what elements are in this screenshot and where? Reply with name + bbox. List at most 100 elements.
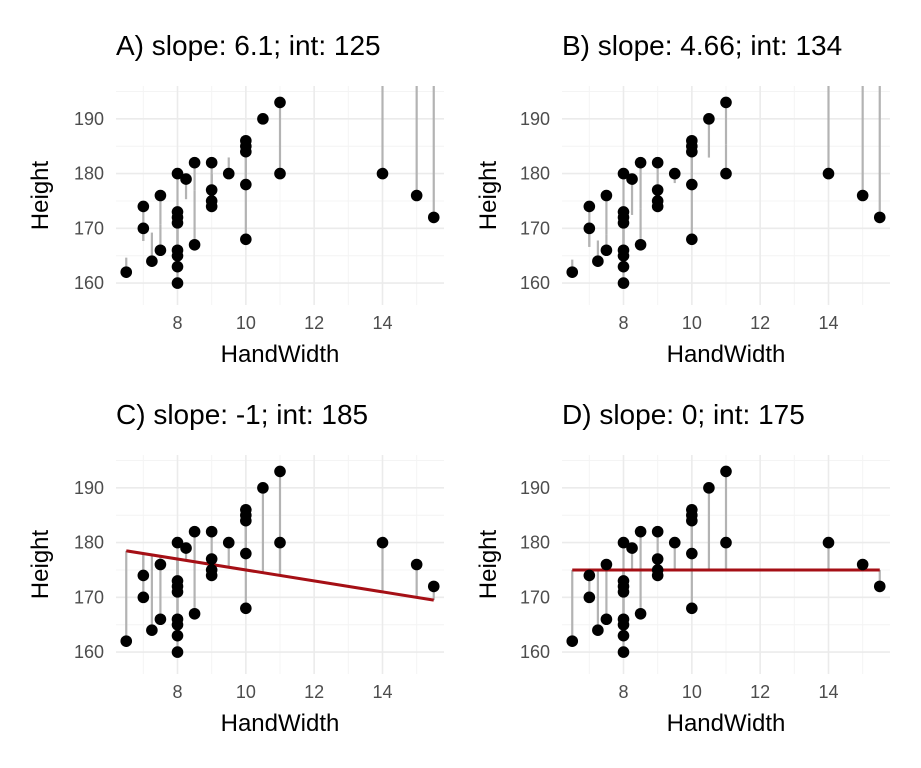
y-tick-label: 190 [520, 109, 550, 129]
x-tick-label: 10 [682, 313, 702, 333]
x-tick-label: 8 [618, 313, 628, 333]
data-point [171, 613, 184, 626]
data-point [634, 525, 647, 538]
x-tick-label: 10 [236, 682, 256, 702]
data-point [592, 624, 604, 636]
data-point [634, 607, 647, 620]
data-point [617, 244, 630, 257]
data-point [171, 536, 184, 549]
data-point [257, 482, 269, 494]
panel-d: 8 10 12 14 160 170 180 190 HandWidth Height D) slo… [475, 399, 890, 737]
data-point [205, 564, 218, 576]
data-point [171, 167, 184, 180]
y-tick-label: 180 [74, 533, 104, 553]
data-point [592, 255, 604, 267]
points-d [566, 465, 886, 658]
data-point [188, 525, 201, 538]
data-point [626, 173, 638, 185]
data-point [171, 580, 184, 593]
data-point [205, 525, 218, 538]
data-point [154, 244, 167, 257]
data-point [566, 266, 579, 278]
data-point [376, 167, 389, 180]
data-point [626, 542, 638, 554]
data-point [171, 211, 184, 224]
data-point [154, 613, 167, 626]
data-point [205, 184, 218, 196]
points-a [120, 96, 440, 289]
y-tick-label: 190 [74, 478, 104, 498]
data-point [410, 558, 423, 571]
data-point [822, 167, 835, 180]
data-point [171, 629, 184, 642]
x-tick-label: 14 [372, 682, 392, 702]
data-point [427, 580, 440, 593]
data-point [600, 244, 613, 257]
data-point [651, 184, 664, 196]
x-tick-label: 14 [818, 313, 838, 333]
data-point [137, 222, 150, 235]
data-point [600, 558, 613, 571]
data-point [686, 233, 698, 246]
data-point [651, 156, 664, 169]
data-point [566, 635, 579, 647]
data-point [617, 277, 630, 289]
y-axis-title: Height [27, 160, 54, 230]
data-point [180, 173, 192, 185]
data-point [171, 244, 184, 257]
data-point [583, 569, 596, 582]
panel-a: 8 10 12 14 160 170 180 190 HandWidth Height A) slo… [27, 30, 444, 368]
data-point [600, 189, 613, 202]
data-point [410, 189, 423, 202]
data-point [720, 465, 732, 478]
y-tick-label: 170 [520, 218, 550, 238]
x-axis-title: HandWidth [221, 710, 340, 737]
x-axis-title: HandWidth [667, 341, 786, 368]
data-point [137, 200, 150, 213]
panel-c: 8 10 12 14 160 170 180 190 HandWidth Height C) slo… [27, 399, 444, 737]
data-point [720, 167, 732, 180]
data-point [668, 536, 681, 549]
panel-title: B) slope: 4.66; int: 134 [562, 30, 842, 61]
data-point [651, 553, 664, 565]
data-point [856, 189, 869, 202]
x-tick-label: 12 [304, 682, 324, 702]
panel-title: A) slope: 6.1; int: 125 [116, 30, 381, 61]
data-point [873, 211, 886, 224]
data-point [146, 255, 158, 267]
data-point [583, 200, 596, 213]
data-point [427, 211, 440, 224]
data-point [205, 156, 218, 169]
data-point [171, 646, 184, 658]
y-tick-label: 190 [74, 109, 104, 129]
data-point [146, 624, 158, 636]
data-point [686, 509, 698, 522]
data-point [703, 113, 715, 125]
x-tick-label: 10 [682, 682, 702, 702]
data-point [634, 156, 647, 169]
data-point [376, 536, 389, 549]
data-point [651, 195, 664, 207]
y-axis-title: Height [475, 529, 502, 599]
data-point [171, 260, 184, 273]
x-tick-label: 14 [818, 682, 838, 702]
data-point [240, 547, 252, 560]
data-point [137, 569, 150, 582]
data-point [137, 591, 150, 604]
data-point [188, 607, 201, 620]
y-axis-title: Height [475, 160, 502, 230]
data-point [154, 558, 167, 571]
data-point [822, 536, 835, 549]
data-point [720, 96, 732, 109]
data-point [180, 542, 192, 554]
data-point [617, 167, 630, 180]
data-point [617, 646, 630, 658]
data-point [154, 189, 167, 202]
y-tick-label: 180 [74, 164, 104, 184]
x-tick-label: 8 [172, 682, 182, 702]
data-point [600, 613, 613, 626]
y-tick-label: 160 [74, 273, 104, 293]
data-point [617, 613, 630, 626]
data-point [240, 233, 252, 246]
